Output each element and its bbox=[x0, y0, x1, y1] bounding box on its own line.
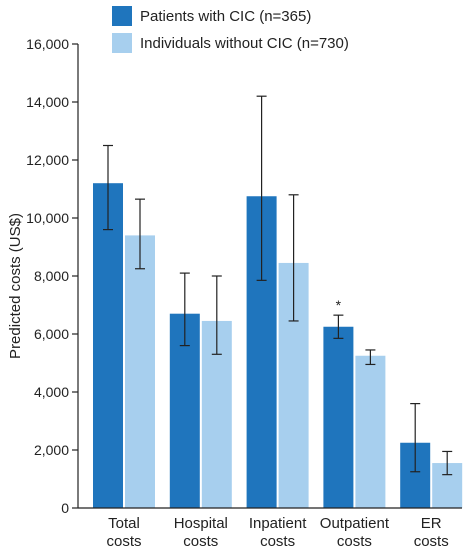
legend-label: Individuals without CIC (n=730) bbox=[140, 35, 349, 52]
bar bbox=[125, 235, 155, 508]
y-tick-label: 0 bbox=[61, 500, 69, 516]
x-axis: Total costs Hospital costs Inpatient costs Out… bbox=[78, 507, 462, 550]
x-category-label: Inpatient costs bbox=[249, 515, 307, 550]
legend-swatch bbox=[112, 6, 132, 26]
bar bbox=[93, 183, 123, 508]
x-category-label: ER costs bbox=[414, 515, 449, 550]
y-tick-label: 12,000 bbox=[26, 152, 69, 168]
bars: * bbox=[93, 95, 463, 508]
x-category-label: Total costs bbox=[106, 515, 141, 550]
legend-label: Patients with CIC (n=365) bbox=[140, 8, 311, 25]
bar bbox=[323, 326, 354, 508]
bar bbox=[355, 355, 386, 508]
y-tick-label: 16,000 bbox=[26, 36, 69, 52]
significance-marker: * bbox=[336, 297, 342, 313]
y-tick-label: 14,000 bbox=[26, 94, 69, 110]
y-tick-label: 6,000 bbox=[34, 326, 69, 342]
y-tick-label: 10,000 bbox=[26, 210, 69, 226]
x-category-label: Outpatient costs bbox=[320, 515, 390, 550]
legend-swatch bbox=[112, 33, 132, 53]
y-tick-label: 2,000 bbox=[34, 442, 69, 458]
x-category-label: Hospital costs bbox=[174, 515, 228, 550]
y-axis: 0 2,000 4,000 6,000 8,000 10,000 12,000 14,000 1… bbox=[26, 36, 79, 516]
y-axis-title: Predicted costs (US$) bbox=[7, 213, 24, 359]
y-tick-label: 8,000 bbox=[34, 268, 69, 284]
legend: Patients with CIC (n=365) Individuals wit… bbox=[112, 6, 349, 53]
y-tick-label: 4,000 bbox=[34, 384, 69, 400]
